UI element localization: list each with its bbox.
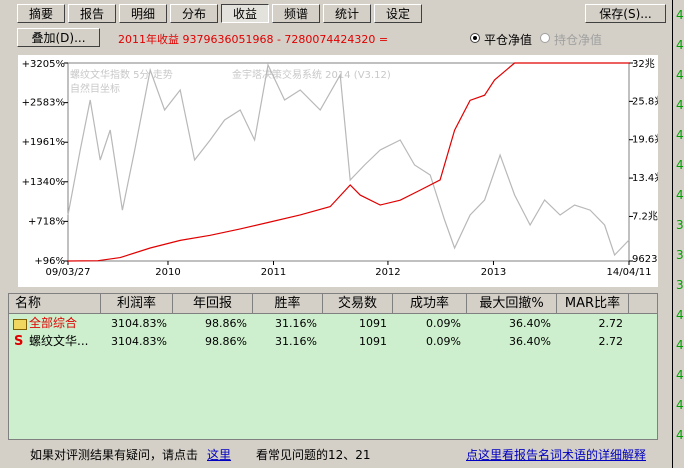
edge-digit: 4 (676, 128, 684, 142)
edge-digit: 4 (676, 158, 684, 172)
table-cell: 98.86% (205, 317, 247, 330)
edge-digit: 4 (676, 38, 684, 52)
tab[interactable]: 统计 (323, 4, 371, 23)
edge-digit: 3 (676, 218, 684, 232)
x-tick-label: 2010 (155, 267, 180, 278)
y-tick-label: +718% (28, 216, 65, 227)
y2-tick-label: 32兆 (632, 58, 655, 70)
column-header[interactable]: MAR比率 (557, 294, 629, 313)
yearly-return: 2011年收益 9379636051968 - 7280074424320 = (118, 33, 389, 46)
table-cell: 1091 (359, 335, 387, 348)
series-line (67, 62, 629, 262)
edge-digit: 4 (676, 98, 684, 112)
column-header[interactable]: 成功率 (393, 294, 467, 313)
edge-digit: 3 (676, 248, 684, 262)
table-cell: 2.72 (598, 317, 624, 330)
footer-faq: 看常见问题的12、21 (256, 448, 371, 462)
y-tick-label: +3205% (22, 59, 65, 70)
tab[interactable]: 明细 (119, 4, 167, 23)
radio-button (540, 33, 550, 43)
table-header: 名称 利润率 年回报 胜率 交易数 成功率 最大回撤% MAR比率 (9, 294, 657, 314)
edge-digit: 4 (676, 368, 684, 382)
table-cell: 0.09% (426, 335, 461, 348)
column-header[interactable]: 交易数 (323, 294, 393, 313)
edge-digit: 4 (676, 68, 684, 82)
y-tick-label: +1961% (22, 137, 65, 148)
tab[interactable]: 设定 (374, 4, 422, 23)
column-header[interactable]: 最大回撤% (467, 294, 557, 313)
table-cell: 36.40% (509, 317, 551, 330)
table-cell: 31.16% (275, 317, 317, 330)
edge-digit: 4 (676, 428, 684, 442)
plot-frame (67, 62, 630, 262)
y2-tick-label: 7.2兆 (632, 210, 658, 222)
radio-label: 持仓净值 (554, 33, 603, 47)
table-cell: 2.72 (598, 335, 624, 348)
overlay-button[interactable]: 叠加(D)... (17, 28, 100, 47)
y-tick-label: +2583% (22, 98, 65, 109)
table-cell: 98.86% (205, 335, 247, 348)
tab[interactable]: 摘要 (17, 4, 65, 23)
column-header[interactable]: 年回报 (173, 294, 253, 313)
folder-icon (13, 319, 27, 330)
footer-question: 如果对评测结果有疑问，请点击 (30, 448, 199, 462)
x-tick-label: 09/03/27 (46, 267, 91, 278)
table-cell: 36.40% (509, 335, 551, 348)
table-cell: 1091 (359, 317, 387, 330)
x-tick-label: 2011 (261, 267, 286, 278)
table-cell: 3104.83% (111, 335, 167, 348)
edge-digit: 4 (676, 8, 684, 22)
edge-divider (672, 0, 673, 468)
radio-button[interactable] (470, 33, 480, 43)
table-cell: 3104.83% (111, 317, 167, 330)
watermark: 螺纹文华指数 5分 走势 (70, 68, 173, 81)
table-cell: 31.16% (275, 335, 317, 348)
column-header[interactable]: 名称 (9, 294, 101, 313)
y2-tick-label: 25.8兆 (632, 95, 658, 107)
y2-tick-label: 13.4兆 (632, 172, 658, 184)
glossary-link[interactable]: 点这里看报告名词术语的详细解释 (466, 448, 647, 462)
table-cell: 0.09% (426, 317, 461, 330)
tab[interactable]: 收益 (221, 4, 269, 23)
save-button[interactable]: 保存(S)... (585, 4, 666, 23)
column-header[interactable]: 胜率 (253, 294, 323, 313)
y-tick-label: +96% (34, 256, 65, 267)
results-table: 名称 利润率 年回报 胜率 交易数 成功率 最大回撤% MAR比率 全部综合 3104.83% 9… (8, 293, 658, 440)
edge-digit: 4 (676, 308, 684, 322)
x-tick-label: 2012 (375, 267, 400, 278)
column-header[interactable]: 利润率 (101, 294, 173, 313)
tab[interactable]: 频谱 (272, 4, 320, 23)
y-tick-label: +1340% (22, 177, 65, 188)
edge-digit: 3 (676, 278, 684, 292)
help-link[interactable]: 这里 (207, 448, 232, 462)
x-tick-label: 2013 (481, 267, 506, 278)
series-line (67, 63, 630, 257)
tab[interactable]: 分布 (170, 4, 218, 23)
radio-dot (473, 36, 477, 40)
y2-tick-label: 19.6兆 (632, 134, 658, 146)
chart-panel: 螺纹文华指数 5分 走势 金宇塔决策交易系统 2014 (V3.12) 自然目坐标 +… (18, 55, 665, 287)
edge-digit: 4 (676, 188, 684, 202)
edge-digit: 4 (676, 338, 684, 352)
tab[interactable]: 报告 (68, 4, 116, 23)
radio-label[interactable]: 平仓净值 (484, 33, 533, 47)
watermark: 金宇塔决策交易系统 2014 (V3.12) (232, 68, 391, 81)
watermark: 自然目坐标 (70, 82, 120, 95)
y2-tick-label: 9623 (632, 254, 657, 265)
chart: 螺纹文华指数 5分 走势 金宇塔决策交易系统 2014 (V3.12) 自然目坐标 +… (22, 58, 665, 278)
row-name[interactable]: 全部综合 (29, 316, 78, 330)
row-name[interactable]: 螺纹文华... (29, 334, 89, 348)
row-icon: S (14, 334, 24, 349)
x-tick-label: 14/04/11 (607, 267, 652, 278)
edge-digit: 4 (676, 398, 684, 412)
